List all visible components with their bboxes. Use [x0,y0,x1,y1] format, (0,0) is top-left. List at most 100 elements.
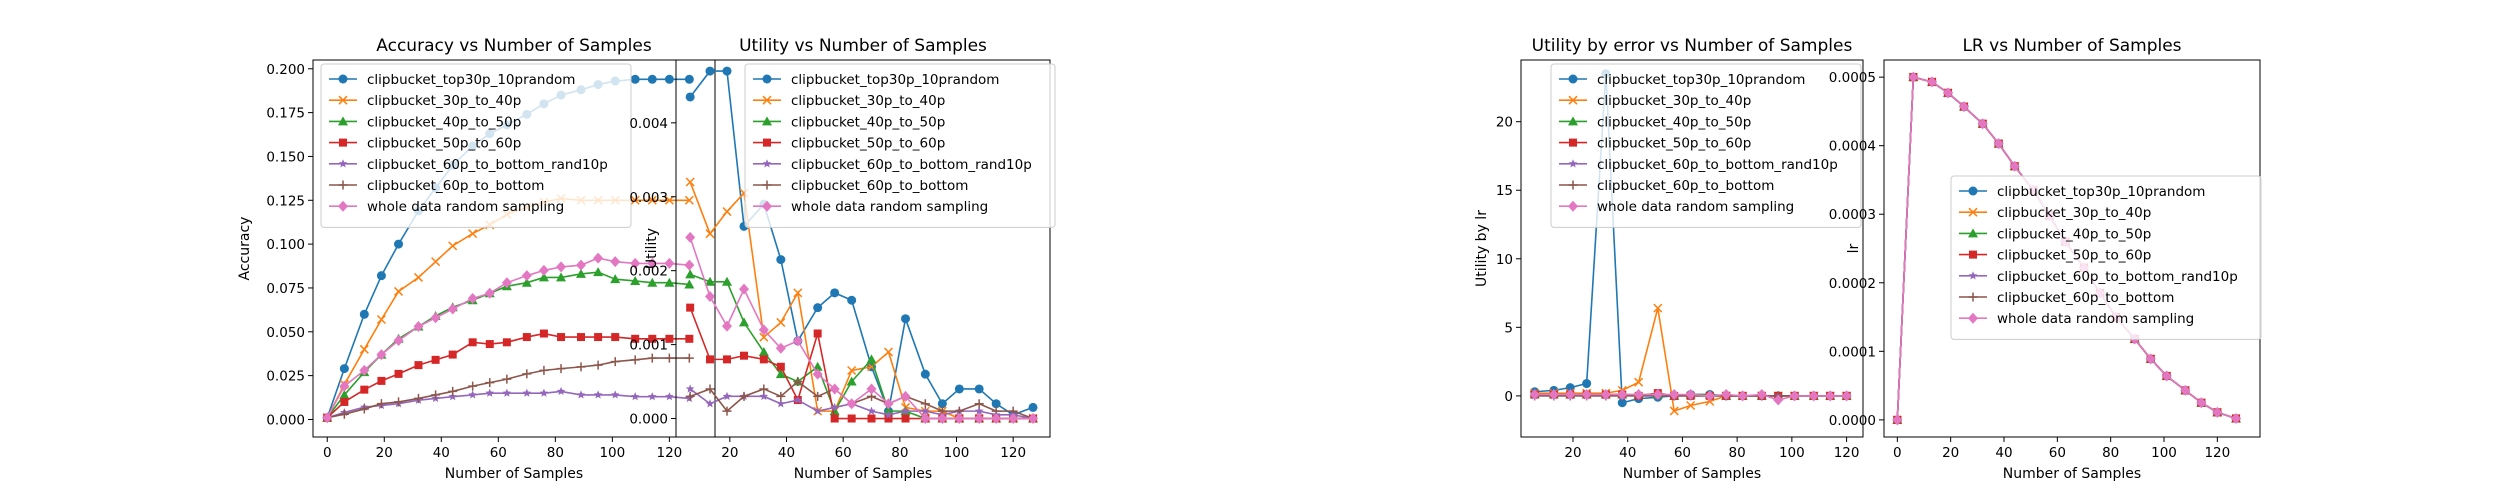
data-point [522,388,532,397]
data-point [901,406,910,415]
data-point [1959,101,1969,113]
y-tick-label: 0.0003 [1829,207,1876,223]
data-point [2161,370,2172,382]
data-point [556,261,567,273]
data-point [775,369,786,379]
data-point [2145,353,2156,365]
data-point [920,413,931,425]
data-point [686,303,695,312]
data-point [630,355,640,365]
data-point [577,333,585,342]
axes-frame [1520,59,1864,438]
plot-area [1529,69,1852,416]
chart-panel-3: Utility by error vs Number of Samples 20 4… [1474,36,1864,482]
data-point [685,334,694,343]
data-point [360,385,369,394]
data-point [610,256,621,268]
data-point [684,259,695,271]
data-point [974,384,984,394]
data-point [630,195,640,205]
x-tick-label: 100 [599,445,625,461]
data-point [1582,379,1592,389]
legend-marker [1568,180,1578,190]
data-point [722,391,732,400]
data-point [502,388,512,397]
data-point [1756,389,1767,401]
x-tick-label: 20 [376,445,393,461]
x-tick-label: 60 [490,445,507,461]
y-tick-label: 0 [1504,389,1513,405]
legend: clipbucket_top30p_10prandom clipbucket_30… [1950,175,2262,340]
data-point [867,406,876,415]
data-point [722,320,732,332]
y-tick-label: 0.000 [629,412,668,428]
legend-entry: clipbucket_50p_to_60p [1997,248,2151,264]
y-tick-label: 0.150 [266,149,305,165]
data-point [376,271,386,281]
data-point [2212,406,2223,418]
data-point [630,257,641,269]
data-point [647,277,658,287]
data-point [846,376,857,386]
y-tick-label: 0.025 [266,369,305,385]
y-tick-label: 20 [1496,115,1513,131]
legend-marker [762,180,772,190]
data-point [593,360,603,370]
legend-marker [338,159,348,168]
legend-marker [1568,200,1578,212]
data-point [665,334,674,343]
data-point [447,303,458,315]
data-point [647,74,657,84]
data-point [1653,303,1663,313]
data-point [665,392,674,401]
data-point [1028,413,1038,425]
data-point [376,314,386,325]
data-point [685,177,695,187]
data-point [847,414,856,423]
data-point [866,383,877,395]
data-point [792,335,803,347]
legend-marker [1568,159,1578,168]
data-point [377,376,386,385]
legend-marker [338,180,348,190]
data-point [2009,160,2020,172]
data-point [556,272,567,282]
data-point [739,391,749,401]
data-point [954,384,964,394]
legend-entry: clipbucket_top30p_10prandom [367,72,575,88]
y-tick-label: 0.100 [266,237,305,253]
legend-marker [1969,250,1977,259]
data-point [359,364,370,376]
y-tick-label: 0.0000 [1829,413,1876,429]
data-point [1600,389,1611,401]
y-tick-label: 0.0002 [1829,276,1876,292]
axes-frame [312,59,716,438]
y-axis-label: Utility by lr [1474,210,1490,287]
data-point [393,335,404,347]
legend-entry: clipbucket_40p_to_50p [1597,114,1751,130]
data-point [521,277,532,287]
data-point [647,392,657,401]
data-point [776,399,786,408]
data-point [1789,390,1800,402]
data-point [430,312,441,324]
data-point [502,338,511,347]
data-point [685,393,694,403]
data-point [1529,389,1540,401]
x-tick-label: 40 [433,445,450,461]
data-point [538,264,549,276]
data-point [1808,390,1819,402]
data-point [468,229,478,239]
legend-entry: clipbucket_40p_to_50p [367,114,521,130]
data-point [431,390,441,400]
data-point [1634,377,1644,387]
axes-frame [675,59,1051,438]
data-point [1581,389,1592,401]
legend-marker [1968,207,1978,217]
data-point [705,384,715,394]
legend-marker [338,95,348,105]
data-point [1841,390,1852,402]
data-point [1028,402,1038,412]
data-point [502,374,512,384]
data-point [322,412,333,424]
